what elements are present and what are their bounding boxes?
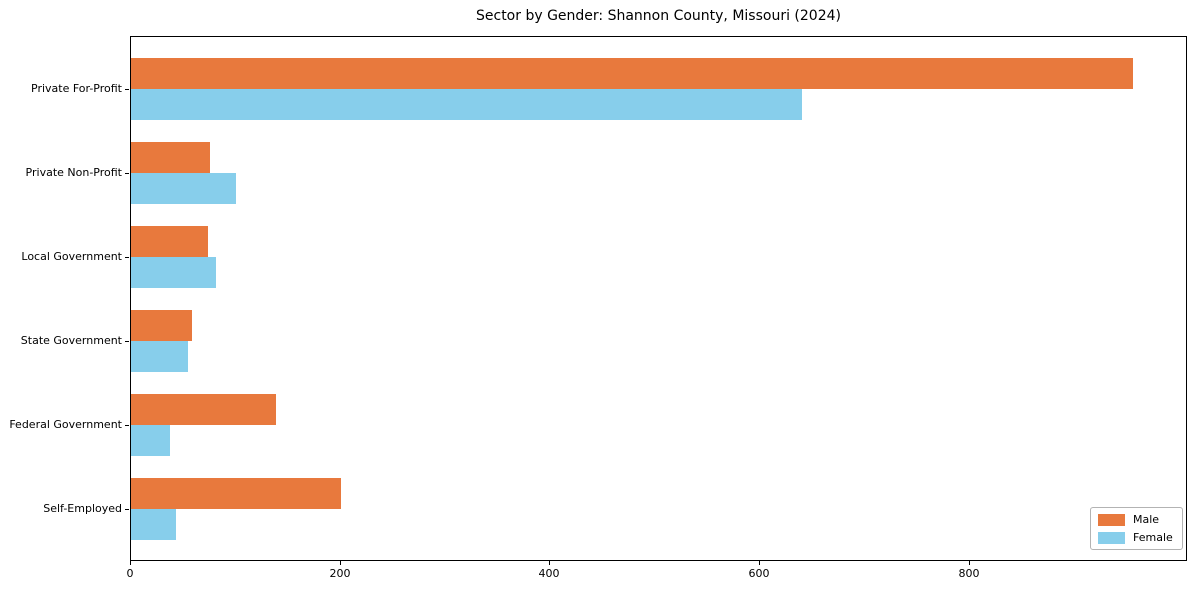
y-tick-label-federal-government: Federal Government [9,418,122,431]
legend-item-male: Male [1098,513,1173,526]
x-tick-label-600: 600 [748,567,770,580]
bar-female-federal-government [131,425,170,456]
bar-male-federal-government [131,394,276,425]
y-tick-label-self-employed: Self-Employed [43,502,122,515]
legend-swatch-male [1098,513,1125,526]
bar-female-private-for-profit [131,89,802,120]
x-tick-mark [549,561,550,565]
y-tick-mark [125,341,129,342]
x-tick-label-800: 800 [958,567,980,580]
bars-layer [131,37,1186,560]
y-tick-mark [125,509,129,510]
bar-male-state-government [131,310,192,341]
y-tick-label-private-for-profit: Private For-Profit [31,82,122,95]
y-tick-mark [125,173,129,174]
x-tick-mark [969,561,970,565]
y-tick-label-state-government: State Government [20,334,122,347]
legend-label-male: Male [1133,513,1160,526]
chart-title: Sector by Gender: Shannon County, Missou… [476,8,841,24]
x-tick-mark [340,561,341,565]
bar-male-private-for-profit [131,58,1133,89]
y-tick-mark [125,89,129,90]
x-tick-mark [759,561,760,565]
y-tick-mark [125,425,129,426]
y-tick-mark [125,257,129,258]
y-tick-label-local-government: Local Government [21,250,122,263]
x-tick-label-0: 0 [126,567,134,580]
bar-female-state-government [131,341,188,372]
legend-item-female: Female [1098,531,1173,544]
y-tick-label-private-non-profit: Private Non-Profit [25,166,122,179]
x-tick-label-400: 400 [538,567,560,580]
legend-swatch-female [1098,531,1125,544]
bar-male-private-non-profit [131,142,210,173]
x-tick-label-200: 200 [329,567,351,580]
plot-area [130,36,1187,561]
legend-label-female: Female [1133,531,1173,544]
bar-female-private-non-profit [131,173,236,204]
bar-female-local-government [131,257,216,288]
x-tick-mark [130,561,131,565]
bar-female-self-employed [131,509,176,540]
bar-male-local-government [131,226,208,257]
bar-male-self-employed [131,478,341,509]
legend: Male Female [1090,507,1183,550]
